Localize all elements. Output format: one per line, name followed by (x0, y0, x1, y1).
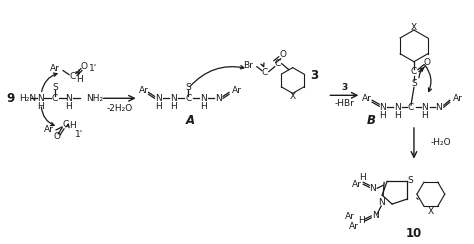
Text: -HBr: -HBr (335, 99, 354, 108)
Text: 1': 1' (75, 130, 83, 139)
Text: N: N (421, 103, 428, 112)
Text: N: N (200, 94, 207, 103)
Text: 3: 3 (341, 83, 347, 92)
Text: H: H (359, 173, 365, 182)
Text: N: N (215, 94, 221, 103)
Text: Ar: Ar (345, 213, 354, 221)
Text: H: H (358, 216, 365, 225)
Text: Br: Br (243, 61, 253, 70)
Text: 3: 3 (310, 69, 319, 82)
Text: 10: 10 (406, 227, 422, 240)
Text: S: S (185, 83, 191, 92)
Text: N: N (155, 94, 162, 103)
Text: C: C (411, 67, 417, 76)
Text: S: S (407, 176, 413, 185)
Text: O: O (54, 132, 61, 141)
Text: C: C (274, 59, 281, 68)
Text: C: C (70, 72, 76, 81)
Text: O: O (423, 58, 430, 67)
Text: 1': 1' (89, 64, 97, 73)
Text: Ar: Ar (349, 222, 359, 231)
Text: C: C (63, 121, 69, 130)
Text: C: C (408, 103, 414, 112)
Text: H: H (421, 111, 428, 120)
Text: H: H (170, 102, 177, 111)
Text: Ar: Ar (44, 125, 54, 134)
Text: Ar: Ar (352, 180, 362, 189)
Text: H: H (70, 122, 76, 131)
Text: N: N (394, 103, 401, 112)
Text: H₂N: H₂N (19, 94, 36, 103)
Text: -H₂O: -H₂O (431, 138, 451, 147)
Text: N: N (378, 198, 384, 207)
Text: S: S (52, 83, 58, 92)
Text: B: B (367, 113, 376, 127)
Text: 9: 9 (6, 92, 15, 105)
Text: Ar: Ar (453, 94, 463, 103)
Text: C: C (185, 94, 191, 103)
Text: NH₂: NH₂ (86, 94, 103, 103)
Text: X: X (428, 207, 434, 216)
Text: Ar: Ar (139, 86, 148, 95)
Text: H: H (65, 102, 73, 111)
Text: N: N (372, 211, 379, 220)
Text: O: O (81, 62, 87, 71)
Text: H: H (76, 75, 83, 84)
Text: N: N (379, 103, 385, 112)
Text: N: N (65, 94, 73, 103)
Text: H: H (37, 102, 44, 111)
Text: S: S (411, 79, 417, 88)
Text: C: C (262, 68, 268, 77)
Text: C: C (52, 94, 58, 103)
Text: H: H (155, 102, 162, 111)
Text: N: N (37, 94, 44, 103)
Text: H: H (379, 111, 385, 120)
Text: N: N (436, 103, 442, 112)
Text: A: A (186, 113, 195, 127)
Text: Ar: Ar (50, 64, 60, 73)
Text: O: O (279, 50, 286, 59)
Text: N: N (170, 94, 177, 103)
Text: X: X (290, 92, 296, 101)
Text: X: X (411, 23, 417, 31)
Text: H: H (394, 111, 401, 120)
Text: H: H (200, 102, 207, 111)
Text: Ar: Ar (362, 94, 372, 103)
Text: Ar: Ar (232, 86, 242, 95)
Text: N: N (369, 184, 375, 193)
Text: -2H₂O: -2H₂O (107, 104, 133, 113)
